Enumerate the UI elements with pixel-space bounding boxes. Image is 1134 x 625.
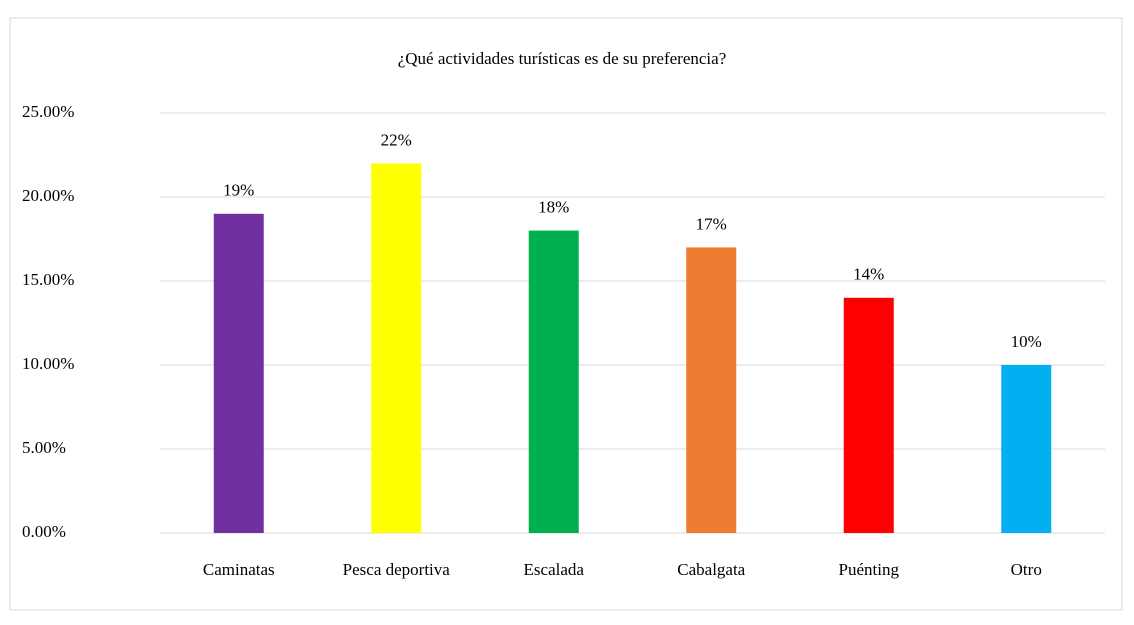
y-tick-label: 10.00% <box>22 354 74 373</box>
bar <box>371 163 422 533</box>
y-tick-label: 20.00% <box>22 186 74 205</box>
chart-title: ¿Qué actividades turísticas es de su pre… <box>398 49 727 68</box>
x-tick-label: Escalada <box>524 560 585 579</box>
y-tick-label: 5.00% <box>22 438 66 457</box>
y-tick-label: 15.00% <box>22 270 74 289</box>
bar <box>686 247 737 533</box>
x-tick-label: Caminatas <box>203 560 275 579</box>
data-label: 18% <box>538 198 569 217</box>
x-tick-label: Puénting <box>839 560 900 579</box>
y-tick-label: 0.00% <box>22 522 66 541</box>
data-label: 14% <box>853 265 884 284</box>
data-label: 10% <box>1011 332 1042 351</box>
bar <box>843 297 894 533</box>
data-label: 17% <box>696 214 727 233</box>
x-tick-label: Otro <box>1011 560 1042 579</box>
data-label: 19% <box>223 181 254 200</box>
x-tick-label: Pesca deportiva <box>343 560 451 579</box>
x-tick-label: Cabalgata <box>677 560 745 579</box>
data-label: 22% <box>381 130 412 149</box>
bar <box>1001 365 1052 533</box>
y-tick-label: 25.00% <box>22 102 74 121</box>
bar <box>528 230 579 533</box>
bar <box>213 213 264 534</box>
